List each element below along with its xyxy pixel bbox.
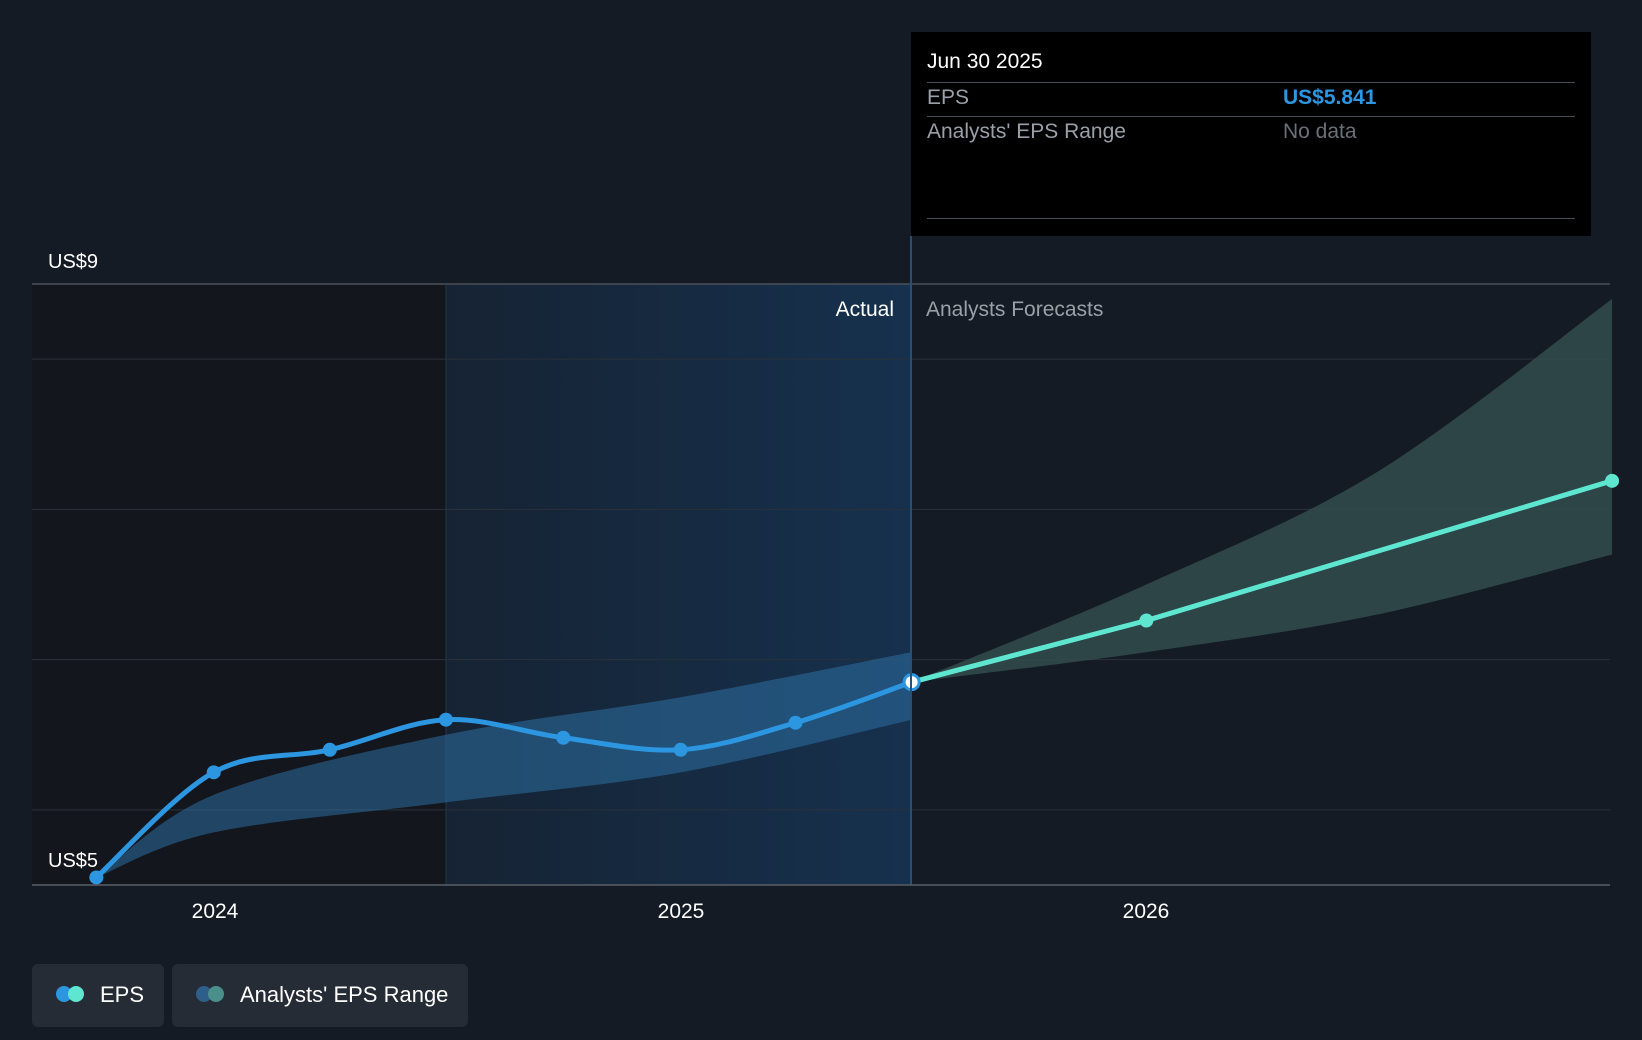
tooltip-range-label: Analysts' EPS Range [927, 120, 1126, 143]
tooltip-divider [927, 218, 1575, 219]
hover-tooltip: Jun 30 2025 EPS US$5.841 Analysts' EPS R… [911, 32, 1591, 236]
eps-range-area [96, 652, 912, 878]
eps-actual-point [206, 765, 221, 780]
eps-actual-point [438, 712, 453, 727]
x-tick-label-2026: 2026 [1123, 900, 1170, 923]
actual-section-label: Actual [836, 298, 894, 321]
actual-region-highlight [446, 284, 911, 885]
eps-legend-icon [56, 986, 90, 1002]
tooltip-eps-label: EPS [927, 86, 970, 109]
eps-actual-point [673, 742, 688, 757]
eps-actual-point [89, 870, 104, 885]
eps-forecast-point [1139, 613, 1154, 628]
y-axis-label-top: US$9 [48, 251, 98, 273]
tooltip-divider [927, 116, 1575, 117]
forecast-range-area [911, 299, 1613, 683]
legend-label-eps: EPS [100, 982, 145, 1007]
series-points [89, 473, 1620, 885]
eps-actual-point [556, 730, 571, 745]
tooltip-eps-value: US$5.841 [1283, 86, 1377, 109]
eps-actual-point [788, 715, 803, 730]
range-areas [96, 299, 1613, 878]
legend-item-eps[interactable]: EPS [32, 964, 164, 1027]
eps-actual-point [322, 742, 337, 757]
legend-label-eps-range: Analysts' EPS Range [240, 982, 449, 1007]
tooltip-date: Jun 30 2025 [927, 50, 1043, 73]
tooltip-divider [927, 82, 1575, 83]
y-axis-label-bottom: US$5 [48, 850, 98, 872]
x-tick-label-2024: 2024 [192, 900, 239, 923]
legend-item-eps-range[interactable]: Analysts' EPS Range [172, 964, 468, 1027]
eps-range-legend-icon [196, 986, 230, 1002]
forecast-section-label: Analysts Forecasts [926, 298, 1103, 321]
eps-forecast-point [1605, 473, 1620, 488]
x-tick-label-2025: 2025 [658, 900, 705, 923]
tooltip-range-value: No data [1283, 120, 1357, 143]
